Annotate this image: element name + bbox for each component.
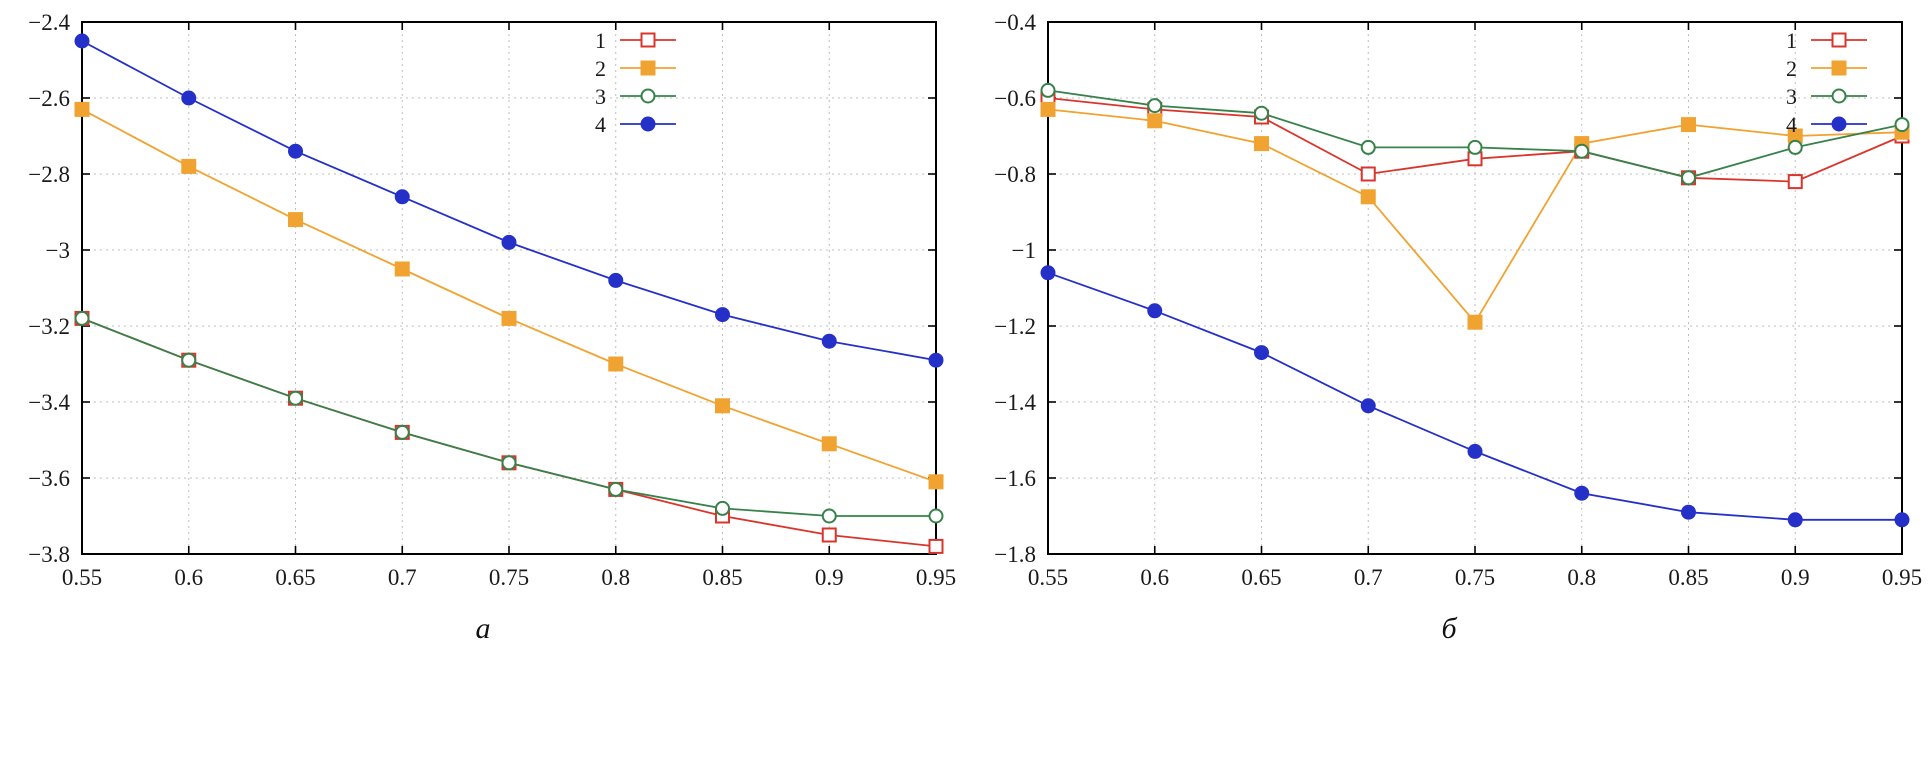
svg-text:−3.2: −3.2 <box>28 314 70 339</box>
svg-text:−1.2: −1.2 <box>994 314 1036 339</box>
svg-text:0.8: 0.8 <box>601 565 630 590</box>
svg-text:−2.4: −2.4 <box>28 10 70 35</box>
svg-text:−2.6: −2.6 <box>28 86 70 111</box>
svg-text:0.95: 0.95 <box>916 565 956 590</box>
svg-text:2: 2 <box>1786 56 1797 81</box>
svg-text:0.9: 0.9 <box>1781 565 1810 590</box>
svg-text:0.55: 0.55 <box>1028 565 1068 590</box>
svg-text:0.55: 0.55 <box>62 565 102 590</box>
svg-text:−1: −1 <box>1012 238 1036 263</box>
chart-a-figure: 0.55 0.6 0.65 0.7 0.75 0.8 0.85 0.9 0.95 −2.4 −2.6… <box>28 10 956 645</box>
svg-text:0.75: 0.75 <box>1455 565 1495 590</box>
svg-text:2: 2 <box>595 56 606 81</box>
svg-text:−0.4: −0.4 <box>994 10 1036 35</box>
svg-text:4: 4 <box>595 112 606 137</box>
svg-text:0.75: 0.75 <box>489 565 529 590</box>
svg-text:−2.8: −2.8 <box>28 162 70 187</box>
svg-text:−1.4: −1.4 <box>994 390 1036 415</box>
svg-text:−0.6: −0.6 <box>994 86 1036 111</box>
svg-text:0.7: 0.7 <box>388 565 417 590</box>
svg-text:3: 3 <box>1786 84 1797 109</box>
svg-text:0.9: 0.9 <box>815 565 844 590</box>
svg-text:4: 4 <box>1786 112 1797 137</box>
svg-text:−3: −3 <box>46 238 70 263</box>
svg-text:0.65: 0.65 <box>275 565 315 590</box>
svg-text:3: 3 <box>595 84 606 109</box>
svg-text:−0.8: −0.8 <box>994 162 1036 187</box>
chart-b-caption: б <box>1441 612 1457 645</box>
svg-text:0.85: 0.85 <box>702 565 742 590</box>
svg-text:−3.4: −3.4 <box>28 390 70 415</box>
svg-text:1: 1 <box>1786 28 1797 53</box>
svg-text:0.65: 0.65 <box>1241 565 1281 590</box>
svg-text:1: 1 <box>595 28 606 53</box>
svg-text:0.7: 0.7 <box>1354 565 1383 590</box>
svg-text:−1.6: −1.6 <box>994 466 1036 491</box>
chart-a-line-plot: 0.55 0.6 0.65 0.7 0.75 0.8 0.85 0.9 0.95 −2.4 −2.6… <box>28 10 956 590</box>
svg-text:0.95: 0.95 <box>1882 565 1922 590</box>
svg-text:−3.6: −3.6 <box>28 466 70 491</box>
chart-a-caption: a <box>475 612 491 645</box>
svg-text:0.8: 0.8 <box>1567 565 1596 590</box>
svg-text:0.6: 0.6 <box>174 565 203 590</box>
svg-text:−1.8: −1.8 <box>994 542 1036 567</box>
svg-text:−3.8: −3.8 <box>28 542 70 567</box>
chart-b-line-plot: 0.55 0.6 0.65 0.7 0.75 0.8 0.85 0.9 0.95 −0.4 −0.6… <box>994 10 1922 590</box>
chart-b-figure: 0.55 0.6 0.65 0.7 0.75 0.8 0.85 0.9 0.95 −0.4 −0.6… <box>966 0 1932 760</box>
svg-text:0.6: 0.6 <box>1140 565 1169 590</box>
svg-text:0.85: 0.85 <box>1668 565 1708 590</box>
